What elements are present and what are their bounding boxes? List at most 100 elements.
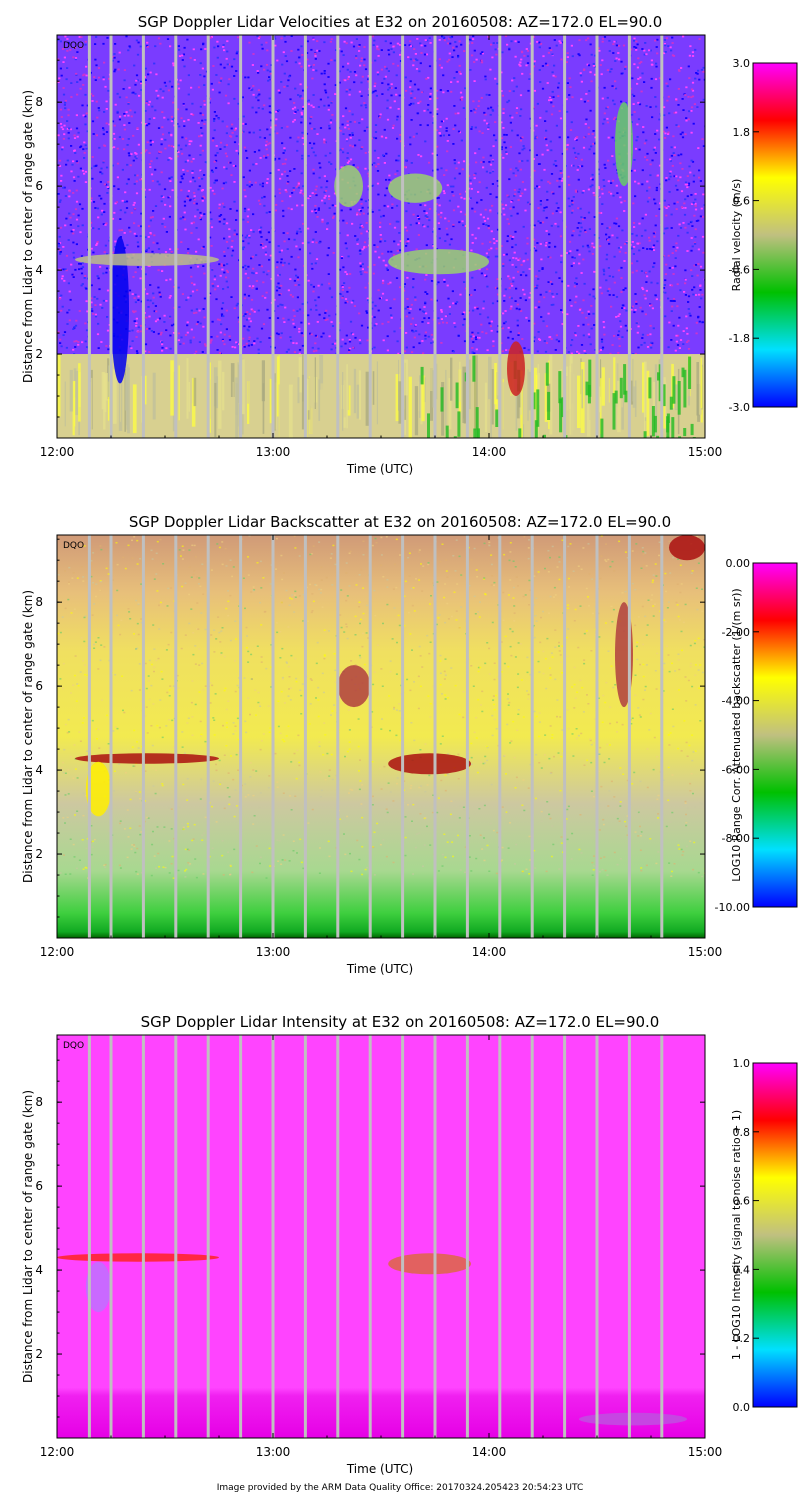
gap-bar — [109, 35, 113, 438]
gap-bar — [401, 535, 405, 938]
y-tick-label: 4 — [35, 1263, 43, 1277]
colorbar-tick-label: -1.8 — [729, 332, 750, 345]
gap-bar — [303, 35, 307, 438]
y-axis-label: Distance from Lidar to center of range g… — [21, 590, 35, 883]
panel-2: DQO SGP Doppler Lidar Backscatter at E32 … — [21, 513, 798, 976]
gap-bar — [87, 35, 91, 438]
gap-bar — [498, 1035, 502, 1438]
dqo-flag: DQO — [63, 1041, 84, 1051]
colorbar-tick-label: -0.6 — [729, 263, 750, 276]
feature-4 — [579, 1412, 687, 1426]
gap-bar — [368, 35, 372, 438]
y-axis-label: Distance from Lidar to center of range g… — [21, 1090, 35, 1383]
gap-bar — [271, 1035, 275, 1438]
x-axis-label: Time (UTC) — [346, 1462, 413, 1476]
gap-bar — [530, 535, 534, 938]
panel-title: SGP Doppler Lidar Intensity at E32 on 20… — [141, 1013, 660, 1031]
gap-bar — [433, 1035, 437, 1438]
gap-bar — [563, 35, 567, 438]
speckle — [57, 535, 705, 879]
feature-5 — [388, 249, 489, 275]
colorbar: 1.0 0.8 0.6 0.4 0.2 0.0 1 - LOG10 Intensity (s… — [730, 1057, 798, 1414]
gap-bar — [465, 535, 469, 938]
colorbar-tick-label: 3.0 — [733, 57, 751, 70]
field-background — [57, 535, 705, 938]
gap-bar — [563, 1035, 567, 1438]
x-tick-label: 15:00 — [688, 945, 723, 959]
colorbar-label: LOG10 Range Corr. Attenuated backscatter… — [730, 588, 743, 881]
colorbar: 0.00 -2.00 -4.00 -6.00 -8.00 -10.00 LOG10 Rang… — [715, 557, 798, 914]
colorbar-tick-label: -10.00 — [715, 901, 750, 914]
y-tick-label: 8 — [35, 95, 43, 109]
y-tick-label: 2 — [35, 847, 43, 861]
y-tick-label: 6 — [35, 679, 43, 693]
feature-1 — [57, 1253, 219, 1262]
x-tick-label: 14:00 — [472, 1445, 507, 1459]
panel-title: SGP Doppler Lidar Backscatter at E32 on … — [129, 513, 671, 531]
feature-3 — [388, 1253, 471, 1275]
gap-bar — [109, 535, 113, 938]
y-tick-label: 2 — [35, 1347, 43, 1361]
data-gaps — [87, 35, 664, 438]
gap-bar — [627, 535, 631, 938]
feature-3 — [388, 753, 471, 775]
gap-bar — [303, 1035, 307, 1438]
panel-title: SGP Doppler Lidar Velocities at E32 on 2… — [138, 13, 663, 31]
x-tick-label: 13:00 — [256, 445, 291, 459]
gap-bar — [239, 1035, 243, 1438]
colorbar-tick-label: -6.00 — [722, 763, 750, 776]
dqo-flag: DQO — [63, 41, 84, 51]
x-tick-label: 12:00 — [40, 445, 75, 459]
feature-2 — [75, 253, 219, 266]
colorbar-tick-label: 0.0 — [733, 1401, 751, 1414]
gap-bar — [595, 1035, 599, 1438]
plot-area — [57, 1035, 705, 1438]
gap-bar — [465, 1035, 469, 1438]
colorbar-tick-label: 0.00 — [726, 557, 751, 570]
gap-bar — [141, 1035, 145, 1438]
gap-bar — [627, 1035, 631, 1438]
x-tick-label: 12:00 — [40, 1445, 75, 1459]
gap-bar — [206, 1035, 210, 1438]
gap-bar — [401, 1035, 405, 1438]
gap-bar — [206, 35, 210, 438]
features — [57, 1253, 687, 1426]
x-tick-label: 12:00 — [40, 945, 75, 959]
gap-bar — [239, 535, 243, 938]
gap-bar — [336, 535, 340, 938]
colorbar-scale — [752, 562, 798, 908]
data-gaps — [87, 535, 664, 938]
x-tick-label: 15:00 — [688, 445, 723, 459]
gap-bar — [368, 535, 372, 938]
colorbar: 3.0 1.8 0.6 -0.6 -1.8 -3.0 Radial velocity (m/… — [729, 57, 798, 414]
y-tick-label: 6 — [35, 1179, 43, 1193]
y-tick-label: 4 — [35, 763, 43, 777]
colorbar-scale — [752, 1062, 798, 1408]
colorbar-tick-label: -3.0 — [729, 401, 750, 414]
feature-6 — [669, 535, 705, 561]
gap-bar — [660, 535, 664, 938]
colorbar-tick-label: -4.00 — [722, 695, 750, 708]
low-level-band — [57, 354, 705, 438]
y-tick-label: 4 — [35, 263, 43, 277]
colorbar-tick-label: 0.8 — [733, 1126, 751, 1139]
feature-1 — [111, 236, 129, 384]
plot-area — [57, 35, 705, 438]
gap-bar — [271, 35, 275, 438]
y-tick-label: 8 — [35, 595, 43, 609]
x-axis-label: Time (UTC) — [346, 462, 413, 476]
x-tick-label: 14:00 — [472, 445, 507, 459]
gap-bar — [141, 35, 145, 438]
x-tick-label: 14:00 — [472, 945, 507, 959]
gap-bar — [141, 535, 145, 938]
colorbar-label: 1 - LOG10 Intensity (signal to noise rat… — [730, 1110, 743, 1360]
x-tick-label: 15:00 — [688, 1445, 723, 1459]
gap-bar — [174, 1035, 178, 1438]
y-tick-label: 8 — [35, 1095, 43, 1109]
gap-bar — [109, 1035, 113, 1438]
gap-bar — [660, 35, 664, 438]
x-tick-label: 13:00 — [256, 945, 291, 959]
gap-bar — [627, 35, 631, 438]
x-axis-label: Time (UTC) — [346, 962, 413, 976]
